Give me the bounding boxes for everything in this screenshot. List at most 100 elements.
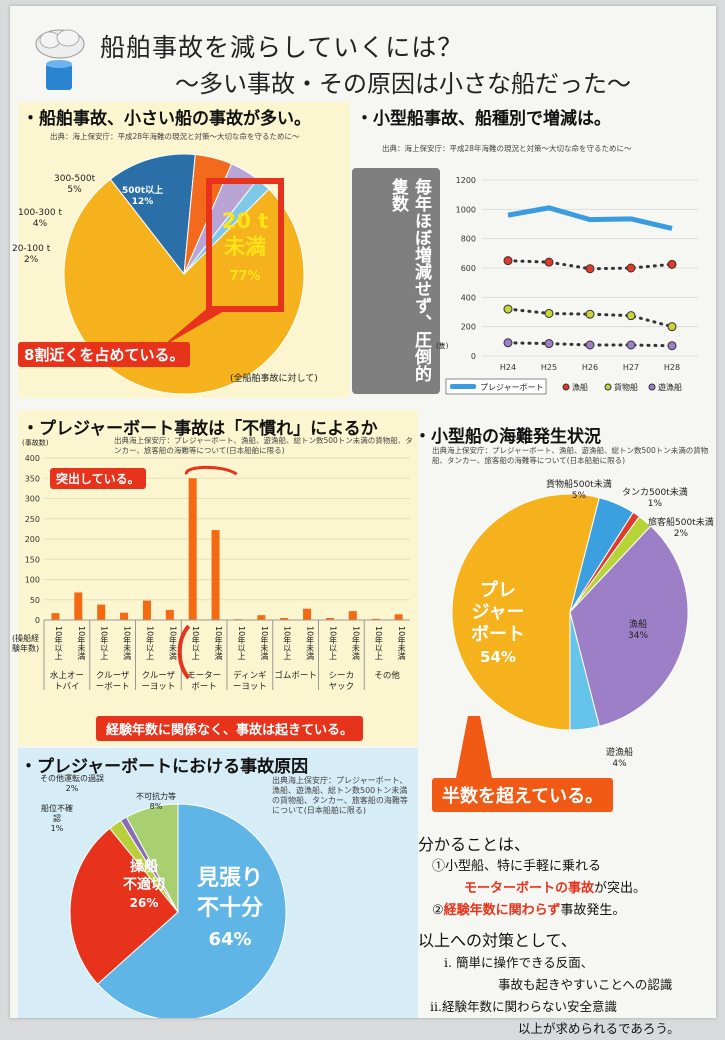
pie5-slice-1 (69, 827, 179, 985)
line-ytick: 800 (461, 235, 476, 244)
panel2-yunit: (隻) (436, 342, 449, 350)
bar-group-label: トバイ (54, 682, 80, 692)
pie1-label-300-500: 300-500t 5% (54, 174, 96, 195)
summary-line3: ②経験年数に関わらず事故発生。 (432, 903, 626, 918)
pie-accident-causes (69, 803, 287, 1018)
bar-group-label: ヤック (329, 682, 355, 692)
summary-line2: モーターボートの事故が突出。 (464, 881, 647, 896)
bar (257, 615, 266, 620)
bar (165, 609, 174, 620)
pie5-slice-4 (125, 803, 179, 913)
bar-sub-label: 10年未満 (397, 626, 406, 661)
summary-line5: 事故も起きやすいことへの認識 (498, 977, 673, 992)
pie4-label-recreational-fishing: 遊漁船 4% (606, 748, 634, 769)
pie4-label-tanker: タンカ500t未満 1% (622, 488, 688, 509)
bar-group-label: クルーザ (142, 671, 176, 681)
line-point (667, 322, 677, 332)
line-point (544, 257, 554, 267)
summary: 分かることは、 ①小型船、特に手軽に乗れる モーターボートの事故が突出。 ②経験… (418, 834, 714, 1040)
bar-sub-label: 10年以上 (283, 626, 292, 660)
bar-group-label: モーター (187, 671, 221, 681)
pie1-slice-1 (109, 153, 196, 276)
line-legend-label: 貨物船 (614, 382, 638, 392)
bar-sub-label: 10年未満 (260, 626, 269, 661)
summary-heading: 分かることは、 (418, 835, 531, 854)
bar-ytick: 300 (25, 495, 40, 504)
bar-ytick: 200 (25, 535, 40, 544)
line-point (544, 339, 554, 349)
pie1-highlight-label: 20 t 未満 77% (221, 209, 269, 284)
line-point (544, 308, 554, 318)
line-xtick: H27 (623, 363, 639, 372)
bar (142, 600, 151, 620)
bar (120, 612, 129, 620)
summary-line4: i. 簡単に操作できる反面、 (444, 955, 594, 970)
pie4-slice-5 (569, 611, 600, 731)
panel1-note: (全船舶事故に対して) (230, 374, 318, 384)
bar-sub-label: 10年未満 (351, 626, 360, 661)
callout-pointer (160, 306, 226, 348)
line-point (626, 311, 636, 321)
bar-chart-experience: 0 50 100 150 200 250 300 350 400 10年以上 10年未満 10年以上 1… (25, 454, 410, 692)
poster: 船舶事故を減らしていくには？ 〜多い事故・その原因は小さな船だった〜 ・船舶事故… (10, 6, 716, 1036)
bar-group-label: ディンギ (233, 670, 267, 681)
panel4-callout: 半数を超えている。 (432, 778, 614, 812)
line-point (585, 340, 595, 350)
line-point (503, 338, 513, 348)
bar-sub-label: 10年以上 (100, 626, 109, 660)
panel5-title: ・プレジャーボートにおける事故原因 (20, 757, 309, 777)
pie-ship-size (63, 153, 305, 395)
line-legend-box (445, 378, 547, 395)
pie5-label-force-majeure: 不可抗力等 8% (136, 792, 176, 811)
line-point (667, 259, 677, 269)
panel3-row-label: (操船経験年数) (12, 634, 40, 653)
pie4-slice-0 (451, 493, 600, 731)
bar-sub-label: 10年未満 (306, 626, 315, 661)
summary-line6: ii.経験年数に関わらない安全意識 (430, 999, 617, 1014)
bar-ytick: 250 (25, 515, 40, 524)
bar (51, 613, 60, 620)
bar-group-label: ーヨット (233, 682, 267, 692)
summary-line7: 以上が求められるであろう。 (518, 1021, 680, 1036)
bar-group-label: ーヨット (141, 682, 175, 692)
bar (371, 618, 380, 620)
bar-group-label: ゴムボート (274, 670, 317, 681)
line-legend-label: 遊漁船 (658, 382, 682, 392)
bar (303, 608, 312, 620)
bar-ytick: 150 (25, 555, 40, 564)
line-legend-swatch (604, 383, 612, 391)
panel1-callout: 8割近くを占めている。 (18, 342, 191, 367)
panel3-source: 出典海上保安庁：プレジャーボート、漁船、遊漁船、総トン数500トン未満の貨物船、… (114, 436, 413, 455)
bar-group-label: 水上オー (50, 670, 84, 681)
panel5-source: 出典海上保安庁：プレジャーボート、漁船、遊漁船、総トン数500トン未満の貨物船、… (272, 776, 408, 815)
line-legend-label: 漁船 (572, 382, 588, 392)
bar-ytick: 350 (25, 474, 40, 483)
bar (188, 478, 197, 620)
bar-group-label: その他 (374, 670, 400, 681)
bar (325, 617, 334, 620)
panel3-yunit: (事故数) (22, 439, 49, 447)
bar-sub-label: 10年未満 (77, 626, 86, 661)
pie4-label-cargo: 貨物船500t未満 5% (546, 480, 612, 501)
bar (97, 604, 106, 620)
line-legend-swatch (450, 384, 476, 389)
line-ytick: 200 (461, 323, 476, 332)
line-point (585, 264, 595, 274)
bar-sub-label: 10年以上 (374, 626, 383, 660)
bar-highlight-bracket (177, 624, 191, 680)
callout-pointer (456, 716, 492, 778)
line-legend-label: プレジャーボート (480, 383, 544, 392)
line-series-0 (507, 205, 673, 231)
panel3-callout-top: 突出している。 (50, 468, 146, 489)
pie1-label-500: 500t以上 12% (122, 186, 164, 207)
bar-sub-label: 10年以上 (145, 626, 154, 660)
pie1-label-100-300: 100-300 t 4% (18, 208, 62, 229)
bar-ytick: 0 (35, 616, 40, 625)
line-ytick: 1000 (456, 205, 476, 214)
page-title: 船舶事故を減らしていくには？ (100, 33, 464, 62)
bar-sub-label: 10年未満 (214, 626, 223, 661)
bar-group-label: クルーザ (96, 671, 130, 681)
bar (211, 530, 220, 620)
bar-highlight-arc (185, 465, 238, 476)
tank-icon (35, 29, 85, 90)
